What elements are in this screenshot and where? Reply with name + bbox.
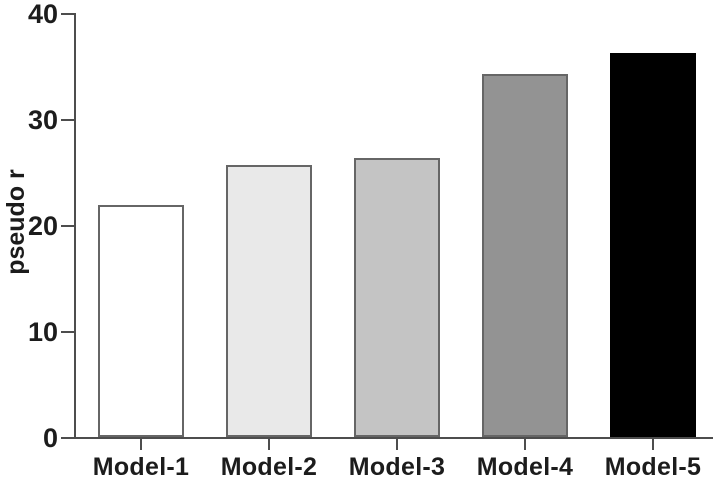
x-axis-line: [74, 437, 713, 439]
y-tick: [61, 331, 74, 333]
y-tick: [61, 13, 74, 15]
bar: [354, 158, 440, 437]
x-axis-label: Model-3: [348, 453, 446, 481]
bar: [226, 164, 312, 437]
y-tick-label: 10: [27, 317, 58, 347]
y-tick-label: 0: [42, 423, 58, 453]
y-tick-label: 20: [27, 211, 58, 241]
x-tick: [268, 437, 270, 450]
y-tick: [61, 437, 74, 439]
x-axis-label: Model-5: [604, 453, 702, 481]
x-tick: [652, 437, 654, 450]
x-axis-label: Model-2: [220, 453, 318, 481]
y-tick-label: 30: [27, 105, 58, 135]
x-axis-label: Model-1: [92, 453, 190, 481]
bar: [482, 74, 568, 437]
y-tick: [61, 225, 74, 227]
x-tick: [524, 437, 526, 450]
y-tick: [61, 119, 74, 121]
y-tick-label: 40: [27, 0, 58, 29]
y-axis-line: [74, 13, 76, 439]
bar: [610, 53, 696, 437]
x-tick: [140, 437, 142, 450]
x-axis-label: Model-4: [476, 453, 574, 481]
x-tick: [396, 437, 398, 450]
bar: [98, 204, 184, 437]
